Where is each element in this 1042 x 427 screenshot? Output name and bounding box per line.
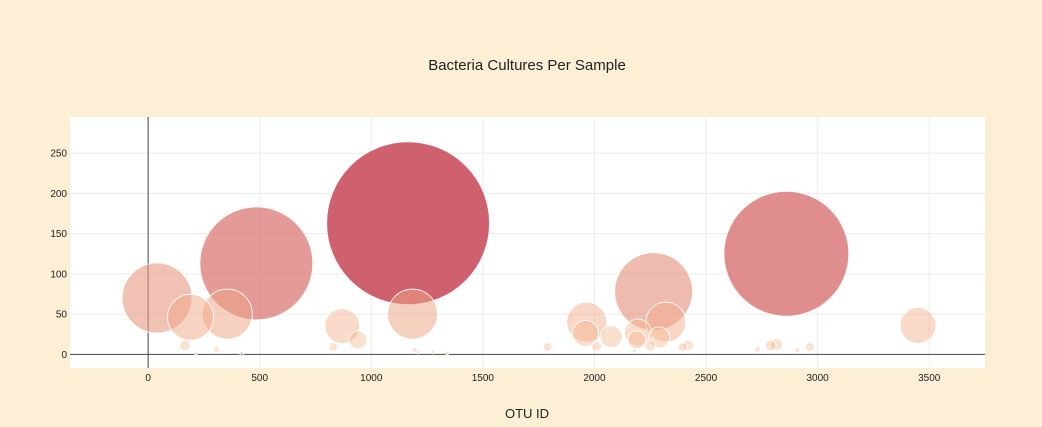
bubble-point[interactable] bbox=[212, 345, 220, 353]
bubble-point[interactable] bbox=[623, 318, 652, 347]
bubble-point[interactable] bbox=[764, 339, 777, 352]
bubble-point[interactable] bbox=[644, 339, 657, 352]
bubble-point[interactable] bbox=[348, 330, 368, 350]
bubble-point[interactable] bbox=[794, 347, 801, 354]
bubble-point[interactable] bbox=[167, 293, 215, 341]
bubble-point[interactable] bbox=[387, 288, 439, 340]
bubble-point[interactable] bbox=[566, 301, 608, 343]
bubble-point[interactable] bbox=[804, 342, 815, 353]
bubble-point[interactable] bbox=[572, 319, 600, 347]
x-tick-label: 1500 bbox=[472, 373, 495, 384]
bubble-point[interactable] bbox=[178, 339, 191, 352]
x-tick-label: 2000 bbox=[583, 373, 606, 384]
y-tick-label: 0 bbox=[61, 350, 67, 361]
x-tick-label: 500 bbox=[251, 373, 268, 384]
y-tick-label: 50 bbox=[56, 310, 68, 321]
bubble-point[interactable] bbox=[444, 350, 450, 356]
x-tick-label: 3000 bbox=[806, 373, 829, 384]
bubble-point[interactable] bbox=[627, 330, 647, 350]
y-tick-label: 150 bbox=[50, 229, 67, 240]
bubble-point[interactable] bbox=[899, 306, 937, 344]
y-tick-label: 250 bbox=[50, 149, 67, 160]
x-tick-label: 0 bbox=[145, 373, 151, 384]
bubble-point[interactable] bbox=[648, 326, 671, 349]
x-axis-label: OTU ID bbox=[505, 406, 549, 421]
chart-title: Bacteria Cultures Per Sample bbox=[428, 57, 626, 74]
bubble-point[interactable] bbox=[193, 350, 199, 356]
bubble-point[interactable] bbox=[682, 339, 695, 352]
y-tick-label: 200 bbox=[50, 189, 67, 200]
bubble-point[interactable] bbox=[542, 342, 553, 353]
bubble-point[interactable] bbox=[326, 141, 491, 306]
bubble-point[interactable] bbox=[415, 349, 421, 355]
bubble-point[interactable] bbox=[753, 345, 761, 353]
x-tick-label: 3500 bbox=[918, 373, 941, 384]
bubble-point[interactable] bbox=[328, 342, 339, 353]
tick-labels: 0 500 1000 1500 2000 2500 3000 3500 0 50 100 150 200… bbox=[50, 149, 940, 384]
x-tick-label: 2500 bbox=[695, 373, 718, 384]
x-tick-label: 1000 bbox=[360, 373, 383, 384]
bubble-point[interactable] bbox=[324, 308, 361, 345]
bubble-point[interactable] bbox=[723, 190, 850, 317]
bubbles bbox=[121, 141, 937, 357]
bubble-point[interactable] bbox=[632, 348, 638, 354]
y-tick-label: 100 bbox=[50, 269, 67, 280]
bubble-point[interactable] bbox=[614, 252, 694, 332]
bubble-point[interactable] bbox=[677, 342, 688, 353]
bubble-point[interactable] bbox=[239, 351, 245, 357]
bubble-point[interactable] bbox=[430, 349, 436, 355]
bubble-point[interactable] bbox=[591, 340, 603, 352]
bubble-point[interactable] bbox=[599, 325, 623, 349]
